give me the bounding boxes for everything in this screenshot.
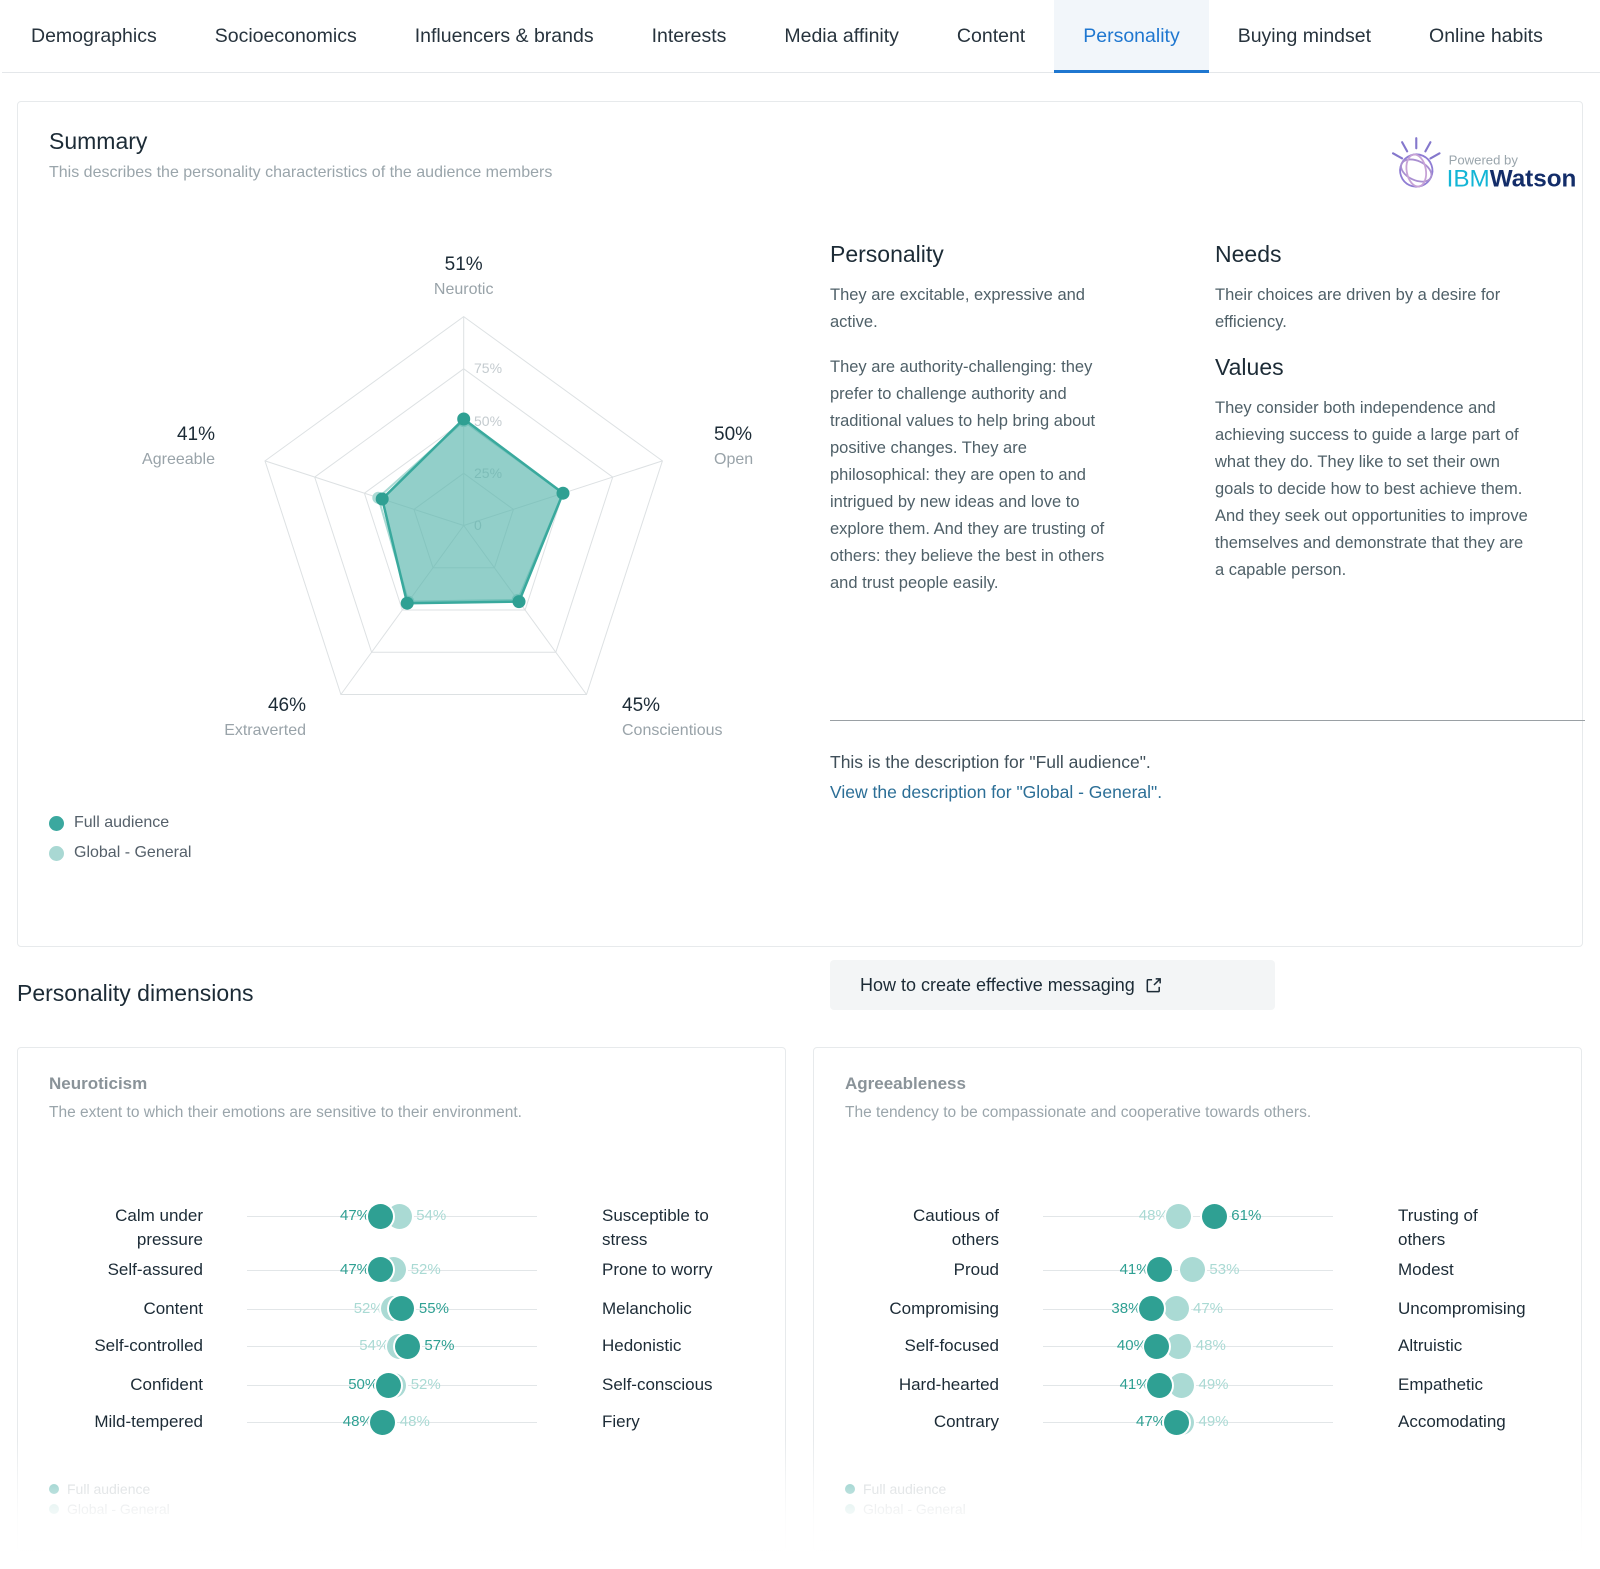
svg-text:Open: Open [714, 451, 753, 468]
svg-text:51%: 51% [445, 254, 483, 275]
svg-text:46%: 46% [268, 695, 306, 716]
svg-text:Neurotic: Neurotic [434, 281, 494, 298]
svg-text:IBMWatson: IBMWatson [1447, 166, 1577, 193]
svg-text:50%: 50% [474, 413, 502, 429]
svg-text:45%: 45% [622, 695, 660, 716]
svg-text:41%: 41% [177, 424, 215, 445]
svg-text:Conscientious: Conscientious [622, 722, 723, 739]
svg-text:50%: 50% [714, 424, 752, 445]
svg-text:75%: 75% [474, 360, 502, 376]
svg-text:Extraverted: Extraverted [224, 722, 306, 739]
svg-text:Agreeable: Agreeable [142, 451, 215, 468]
